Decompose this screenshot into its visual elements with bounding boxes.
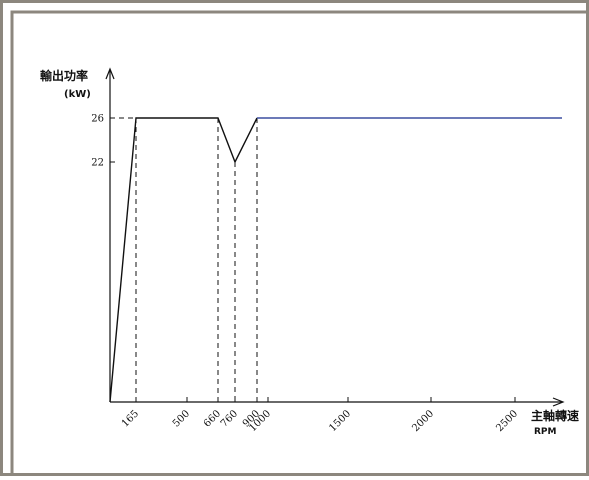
x-axis-label: 主軸轉速 [531, 408, 579, 423]
x-axis-arrow [552, 397, 565, 407]
inner-border [10, 10, 589, 480]
y-tick-labels: 26 22 [91, 114, 104, 169]
y-tick-label: 26 [91, 114, 104, 125]
y-axis-arrow [105, 67, 115, 80]
x-axis-unit: RPM [534, 427, 557, 437]
series-lines [109, 117, 562, 403]
y-axis-label: 輸出功率 [40, 68, 88, 83]
power-line [109, 117, 258, 403]
y-tick-label: 22 [91, 158, 104, 169]
dashed-guides [110, 117, 258, 402]
y-axis-unit: (kW) [64, 89, 91, 100]
